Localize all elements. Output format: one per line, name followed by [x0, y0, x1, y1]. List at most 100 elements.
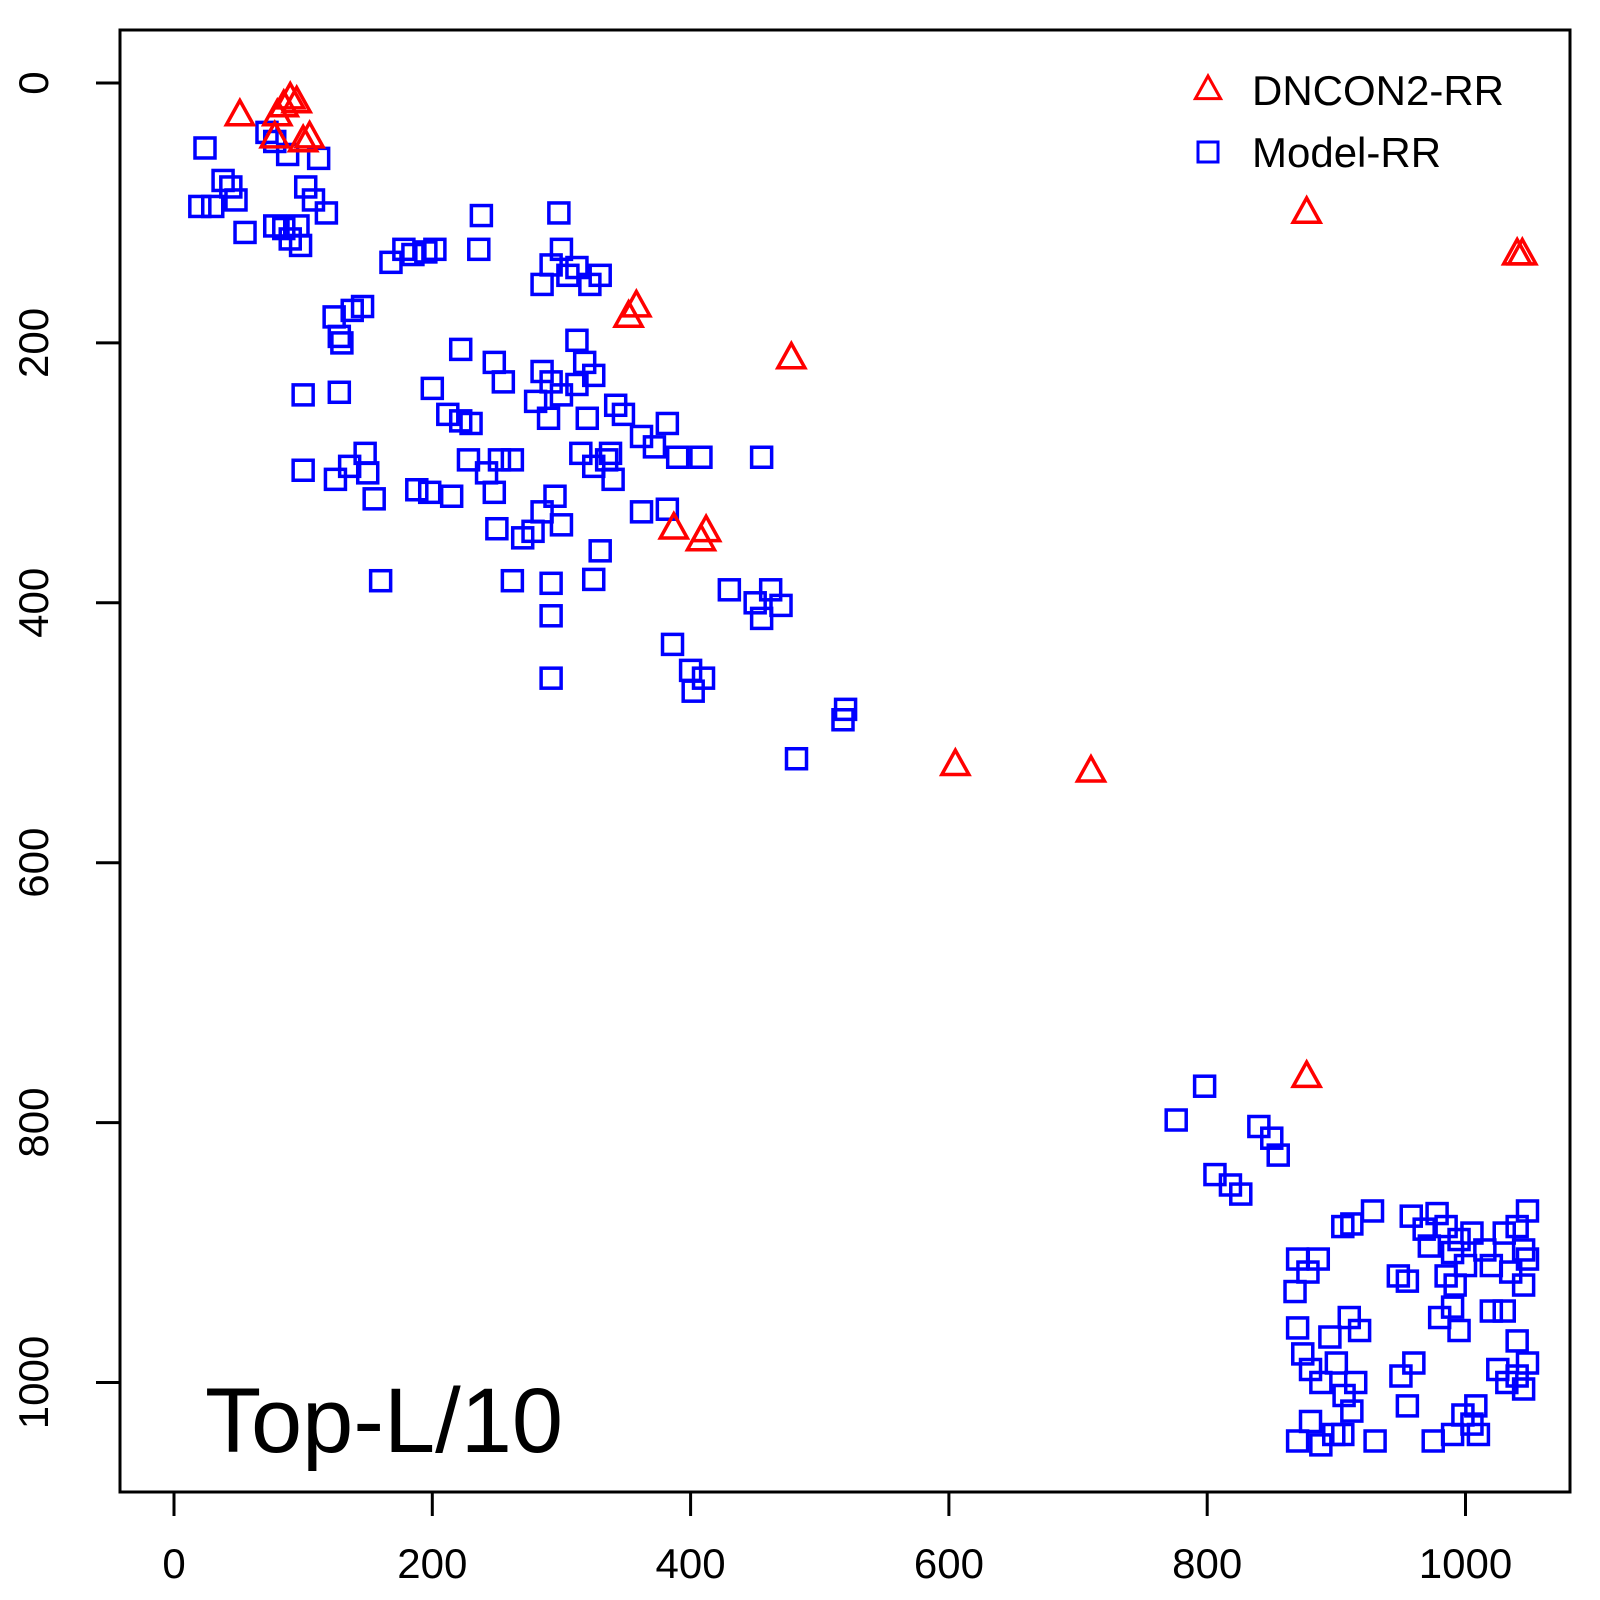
x-axis: 0 200 400 600 800 1000 — [162, 1490, 1512, 1587]
model-rr-point — [482, 480, 507, 505]
model-rr-point — [1389, 1364, 1413, 1388]
model-rr-point — [642, 435, 667, 459]
model-rr-point — [547, 201, 571, 225]
model-rr-point — [1412, 1217, 1436, 1241]
model-rr-point — [1260, 1126, 1284, 1150]
model-rr-point — [193, 136, 217, 160]
model-rr-point — [500, 568, 525, 593]
model-rr-point — [717, 578, 742, 602]
model-rr-point — [565, 328, 589, 353]
model-rr-point — [1511, 1377, 1536, 1401]
model-rr-point — [1421, 1429, 1445, 1453]
dncon2-rr-point — [689, 512, 723, 543]
dncon2-rr-point — [258, 118, 292, 149]
model-rr-point — [1515, 1247, 1540, 1271]
model-rr-point — [588, 539, 612, 563]
model-rr-point — [1479, 1253, 1504, 1278]
dncon2-rr-point — [280, 83, 314, 114]
model-rr-point — [530, 272, 554, 297]
legend: DNCON2-RR Model-RR — [1192, 67, 1504, 176]
legend-square-icon — [1196, 140, 1220, 164]
model-rr-point — [362, 487, 386, 511]
model-rr-point — [598, 441, 623, 466]
dncon2-rr-point — [1074, 753, 1108, 783]
model-rr-point — [549, 237, 574, 262]
dncon2-rr-point — [273, 79, 307, 110]
model-rr-point — [1479, 1299, 1504, 1323]
model-rr-point — [330, 331, 354, 355]
dncon2-rr-point — [267, 87, 301, 118]
model-rr-point — [1395, 1269, 1420, 1293]
legend-label: DNCON2-RR — [1252, 67, 1504, 114]
model-rr-point — [1464, 1394, 1488, 1418]
model-rr-point — [581, 454, 606, 479]
dncon2-rr-point — [774, 339, 808, 370]
model-rr-point — [581, 567, 606, 592]
model-rr-point — [1447, 1318, 1471, 1343]
model-rr-point — [224, 188, 248, 212]
model-rr-point — [1399, 1204, 1424, 1228]
model-rr-point — [467, 237, 491, 262]
model-rr-point — [1440, 1240, 1465, 1265]
model-rr-point — [314, 201, 339, 225]
model-rr-point — [655, 411, 680, 436]
dncon2-rr-point — [223, 96, 257, 127]
dncon2-rr-point — [1290, 1058, 1324, 1089]
y-tick-label: 0 — [10, 71, 57, 94]
model-rr-point — [1511, 1273, 1536, 1297]
y-tick-label: 400 — [10, 568, 57, 638]
model-rr-point — [487, 448, 512, 472]
model-rr-point — [565, 255, 589, 280]
dncon2-rr-point — [938, 746, 972, 777]
model-rr-point — [1229, 1182, 1253, 1206]
model-rr-point — [291, 383, 315, 407]
model-rr-point — [543, 484, 567, 508]
model-rr-point — [1515, 1351, 1540, 1375]
model-rr-point — [219, 175, 243, 199]
model-rr-point — [420, 376, 445, 401]
model-rr-point — [188, 194, 212, 219]
model-rr-point — [575, 406, 600, 431]
model-rr-point — [569, 441, 593, 466]
model-rr-point — [549, 513, 574, 537]
plot-frame — [118, 28, 1572, 1494]
dncon2-rr-point — [286, 122, 320, 153]
model-rr-point — [1447, 1227, 1471, 1252]
model-rr-point — [459, 411, 483, 436]
model-rr-point — [588, 263, 612, 288]
model-rr-point — [1340, 1399, 1364, 1423]
model-rr-point — [1473, 1238, 1497, 1262]
model-rr-point — [1417, 1234, 1442, 1258]
model-rr-point — [405, 477, 429, 502]
model-rr-point — [1515, 1199, 1540, 1223]
model-rr-point — [681, 679, 705, 703]
x-tick-label: 200 — [397, 1540, 467, 1587]
model-rr-point — [379, 250, 403, 275]
y-tick-label: 200 — [10, 308, 57, 378]
model-rr-point — [485, 516, 509, 541]
model-rr-point — [833, 697, 858, 722]
x-tick-label: 800 — [1172, 1540, 1242, 1587]
dncon2-rr-point — [619, 287, 653, 318]
model-rr-point — [1466, 1422, 1491, 1447]
model-rr-point — [660, 632, 685, 657]
model-rr-point — [200, 194, 225, 219]
model-rr-point — [233, 220, 257, 245]
model-rr-point — [749, 445, 774, 470]
model-rr-point — [665, 445, 690, 470]
model-rr-point — [436, 402, 460, 427]
model-rr-point — [417, 480, 442, 505]
model-rr-point — [523, 389, 548, 414]
model-rr-point — [323, 467, 348, 492]
model-rr-point — [539, 571, 563, 596]
model-rr-point — [530, 500, 554, 524]
model-rr-point — [500, 448, 525, 472]
model-rr-point — [1443, 1273, 1467, 1297]
model-rr-point — [439, 484, 464, 508]
model-rr-point — [678, 658, 703, 683]
model-rr-point — [327, 380, 352, 405]
model-rr-point — [784, 746, 809, 771]
model-rr-point — [769, 593, 793, 618]
chart-annotation: Top-L/10 — [205, 1370, 563, 1472]
dncon2-rr-point — [657, 510, 691, 540]
